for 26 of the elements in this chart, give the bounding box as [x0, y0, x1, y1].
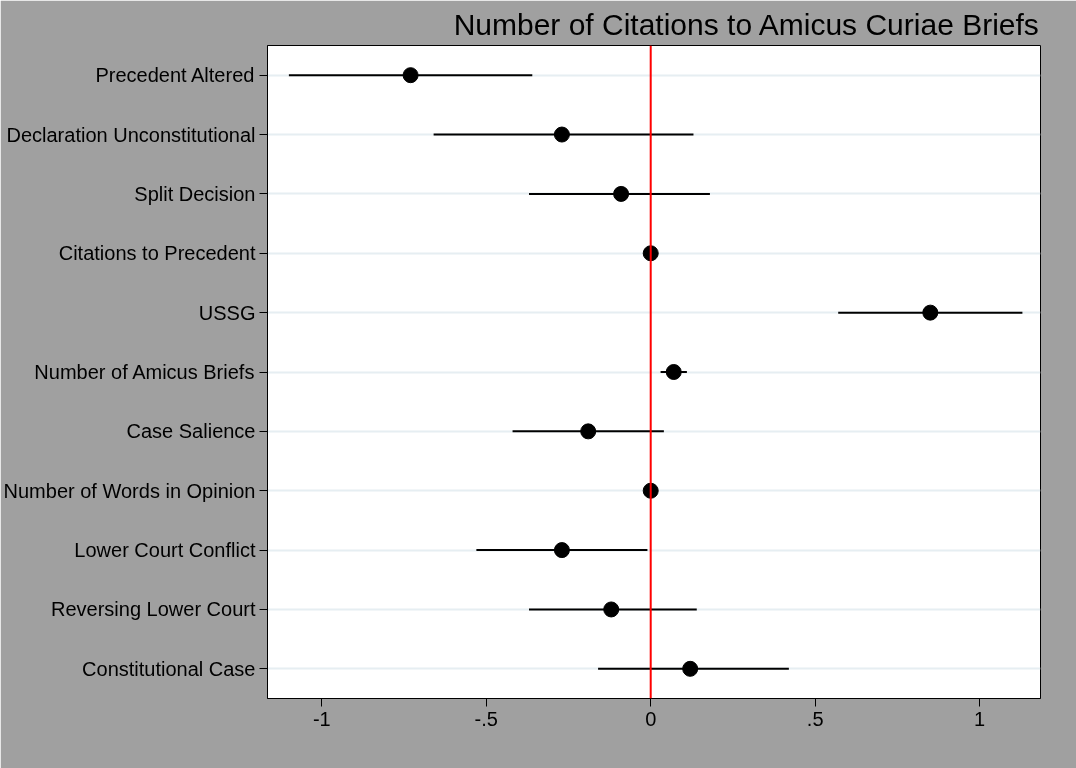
point: [580, 423, 597, 440]
y-tick-label: Number of Words in Opinion: [3, 479, 256, 502]
point: [922, 304, 939, 321]
y-tick-label: USSG: [198, 301, 256, 324]
y-tick-label: Split Decision: [134, 182, 256, 205]
point: [402, 67, 419, 84]
y-tick-label: Case Salience: [126, 420, 256, 443]
chart-title: Number of Citations to Amicus Curiae Briefs: [453, 7, 1039, 41]
x-tick-label: .5: [806, 707, 824, 730]
x-tick-label: -1: [312, 707, 331, 730]
y-tick-label: Precedent Altered: [95, 64, 255, 87]
x-tick-label: -.5: [474, 707, 498, 730]
y-tick-label: Citations to Precedent: [58, 242, 256, 265]
point: [553, 542, 570, 559]
point: [613, 185, 630, 202]
y-tick-label: Number of Amicus Briefs: [34, 361, 255, 383]
point: [603, 601, 620, 618]
y-tick-label: Lower Court Conflict: [74, 539, 256, 562]
x-tick-label: 0: [645, 707, 657, 730]
point: [553, 126, 570, 143]
y-tick-label: Constitutional Case: [82, 657, 256, 680]
point: [682, 660, 699, 677]
y-tick-label: Reversing Lower Court: [50, 598, 256, 621]
y-tick-label: Declaration Unconstitutional: [6, 123, 256, 146]
x-tick-label: 1: [974, 707, 986, 730]
point: [665, 364, 682, 380]
